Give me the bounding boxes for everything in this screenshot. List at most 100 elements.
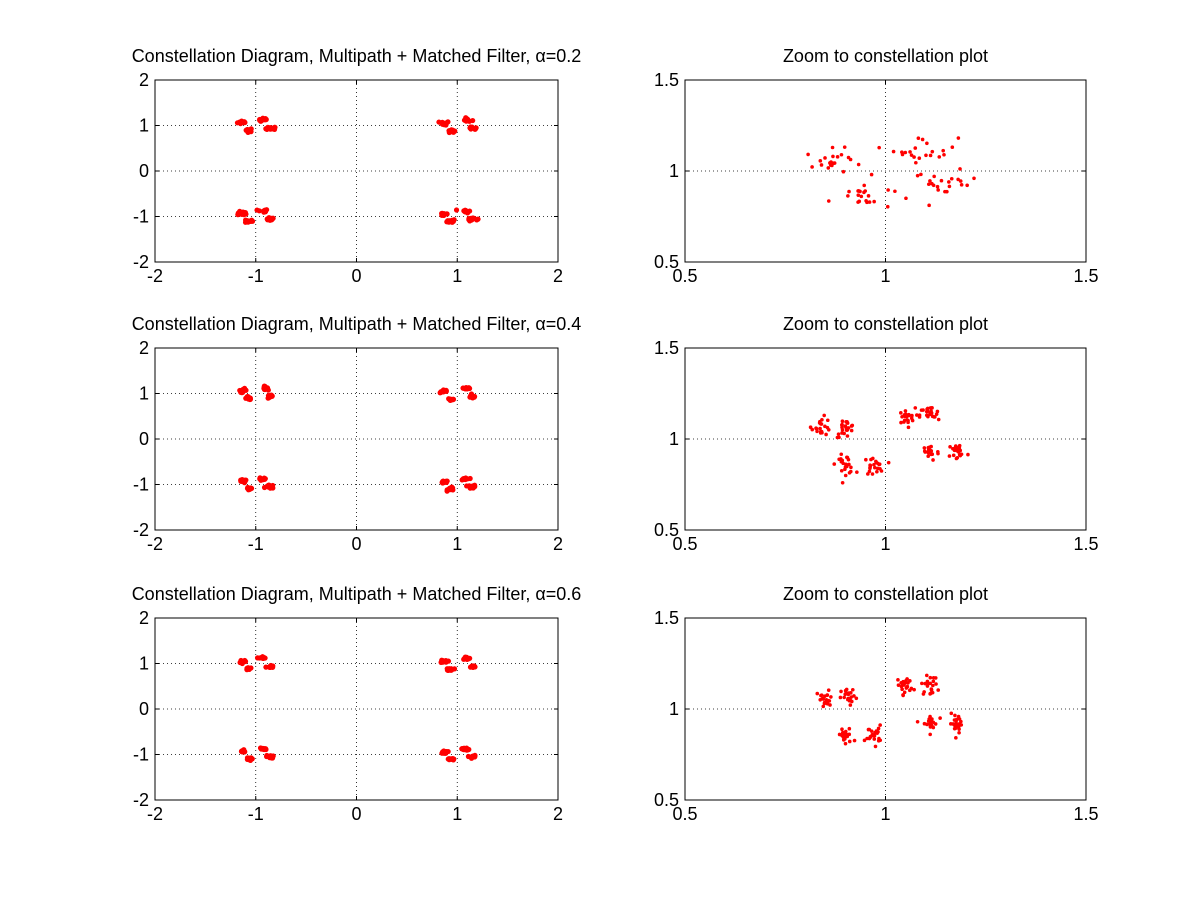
data-point xyxy=(849,428,854,433)
data-point xyxy=(451,217,457,223)
data-point xyxy=(928,681,933,686)
data-point xyxy=(827,699,832,703)
data-point xyxy=(950,145,955,149)
data-point xyxy=(848,703,853,707)
y-tick-label: 2 xyxy=(139,338,149,358)
data-point xyxy=(839,152,844,157)
data-point xyxy=(913,146,918,150)
data-point xyxy=(874,729,879,733)
data-point xyxy=(829,160,833,164)
data-point xyxy=(928,675,933,680)
data-point xyxy=(237,387,243,394)
x-tick-label: 0.5 xyxy=(672,534,697,554)
data-point xyxy=(972,176,976,181)
data-point xyxy=(462,386,469,392)
data-point xyxy=(842,145,847,149)
data-point xyxy=(886,460,891,465)
data-point xyxy=(930,149,935,154)
scatter-series xyxy=(237,383,478,494)
data-point xyxy=(464,654,470,661)
y-tick-label: 1.5 xyxy=(654,338,679,358)
data-point xyxy=(847,189,851,194)
data-point xyxy=(919,408,924,412)
subplot-title: Constellation Diagram, Multipath + Match… xyxy=(132,584,582,604)
data-point xyxy=(815,429,819,434)
subplot-1: -2 -1 0 1 2 -2 -1 0 1 2 Constellation Diagram, Mul… xyxy=(132,46,582,286)
data-point xyxy=(899,420,903,425)
scatter-series xyxy=(237,654,478,763)
data-point xyxy=(937,155,942,159)
data-point xyxy=(829,695,833,699)
data-point xyxy=(846,457,851,462)
data-point xyxy=(916,136,921,140)
data-point xyxy=(948,445,952,449)
data-point xyxy=(935,409,940,414)
data-point xyxy=(925,681,929,686)
data-point xyxy=(846,155,851,160)
data-point xyxy=(865,736,869,741)
data-point xyxy=(841,461,845,466)
data-point xyxy=(841,735,846,739)
data-point xyxy=(468,126,474,132)
data-point xyxy=(471,215,477,221)
y-tick-label: 0.5 xyxy=(654,252,679,272)
data-point xyxy=(931,183,936,188)
y-tick-label: 1 xyxy=(669,699,679,719)
data-point xyxy=(957,727,961,731)
subplot-title: Zoom to constellation plot xyxy=(783,46,988,66)
data-point xyxy=(852,738,857,743)
data-point xyxy=(936,188,940,192)
data-point xyxy=(839,452,844,457)
data-point xyxy=(814,426,818,431)
data-point xyxy=(928,692,932,696)
data-point xyxy=(240,747,246,754)
data-point xyxy=(942,152,946,157)
data-point xyxy=(966,452,970,457)
data-point xyxy=(909,686,914,691)
data-point xyxy=(460,476,467,482)
data-point xyxy=(856,162,861,167)
x-tick-label: 2 xyxy=(553,804,563,824)
data-point xyxy=(933,676,938,680)
data-point xyxy=(839,457,843,461)
data-point xyxy=(266,664,272,670)
data-point xyxy=(891,149,896,154)
data-point xyxy=(877,145,881,150)
data-point xyxy=(922,449,927,453)
data-point xyxy=(926,719,931,723)
data-point xyxy=(838,695,843,700)
data-point xyxy=(949,176,954,181)
data-point xyxy=(256,208,262,214)
data-point xyxy=(956,136,961,140)
data-point xyxy=(928,450,933,455)
data-point xyxy=(873,465,877,470)
data-point xyxy=(242,479,248,485)
x-tick-label: -1 xyxy=(248,266,264,286)
data-point xyxy=(885,204,890,209)
data-point xyxy=(954,736,958,740)
subplot-title: Constellation Diagram, Multipath + Match… xyxy=(132,46,582,66)
data-point xyxy=(867,200,872,204)
data-point xyxy=(924,673,929,678)
data-point xyxy=(953,446,957,451)
data-point xyxy=(249,756,255,762)
data-point xyxy=(945,189,949,194)
data-point xyxy=(461,747,467,753)
data-point xyxy=(254,655,261,661)
data-point xyxy=(810,427,815,432)
data-point xyxy=(840,419,845,424)
data-point xyxy=(845,421,850,425)
x-tick-label: 1.5 xyxy=(1073,266,1098,286)
data-point xyxy=(822,701,827,706)
data-point xyxy=(463,118,469,124)
data-point xyxy=(262,208,269,215)
data-point xyxy=(939,178,944,183)
data-point xyxy=(830,145,835,150)
data-point xyxy=(938,716,942,720)
data-point xyxy=(267,125,273,131)
data-point xyxy=(931,683,935,688)
data-point xyxy=(453,207,460,213)
data-point xyxy=(872,733,877,738)
y-tick-label: 1 xyxy=(669,429,679,449)
data-point xyxy=(874,460,879,465)
